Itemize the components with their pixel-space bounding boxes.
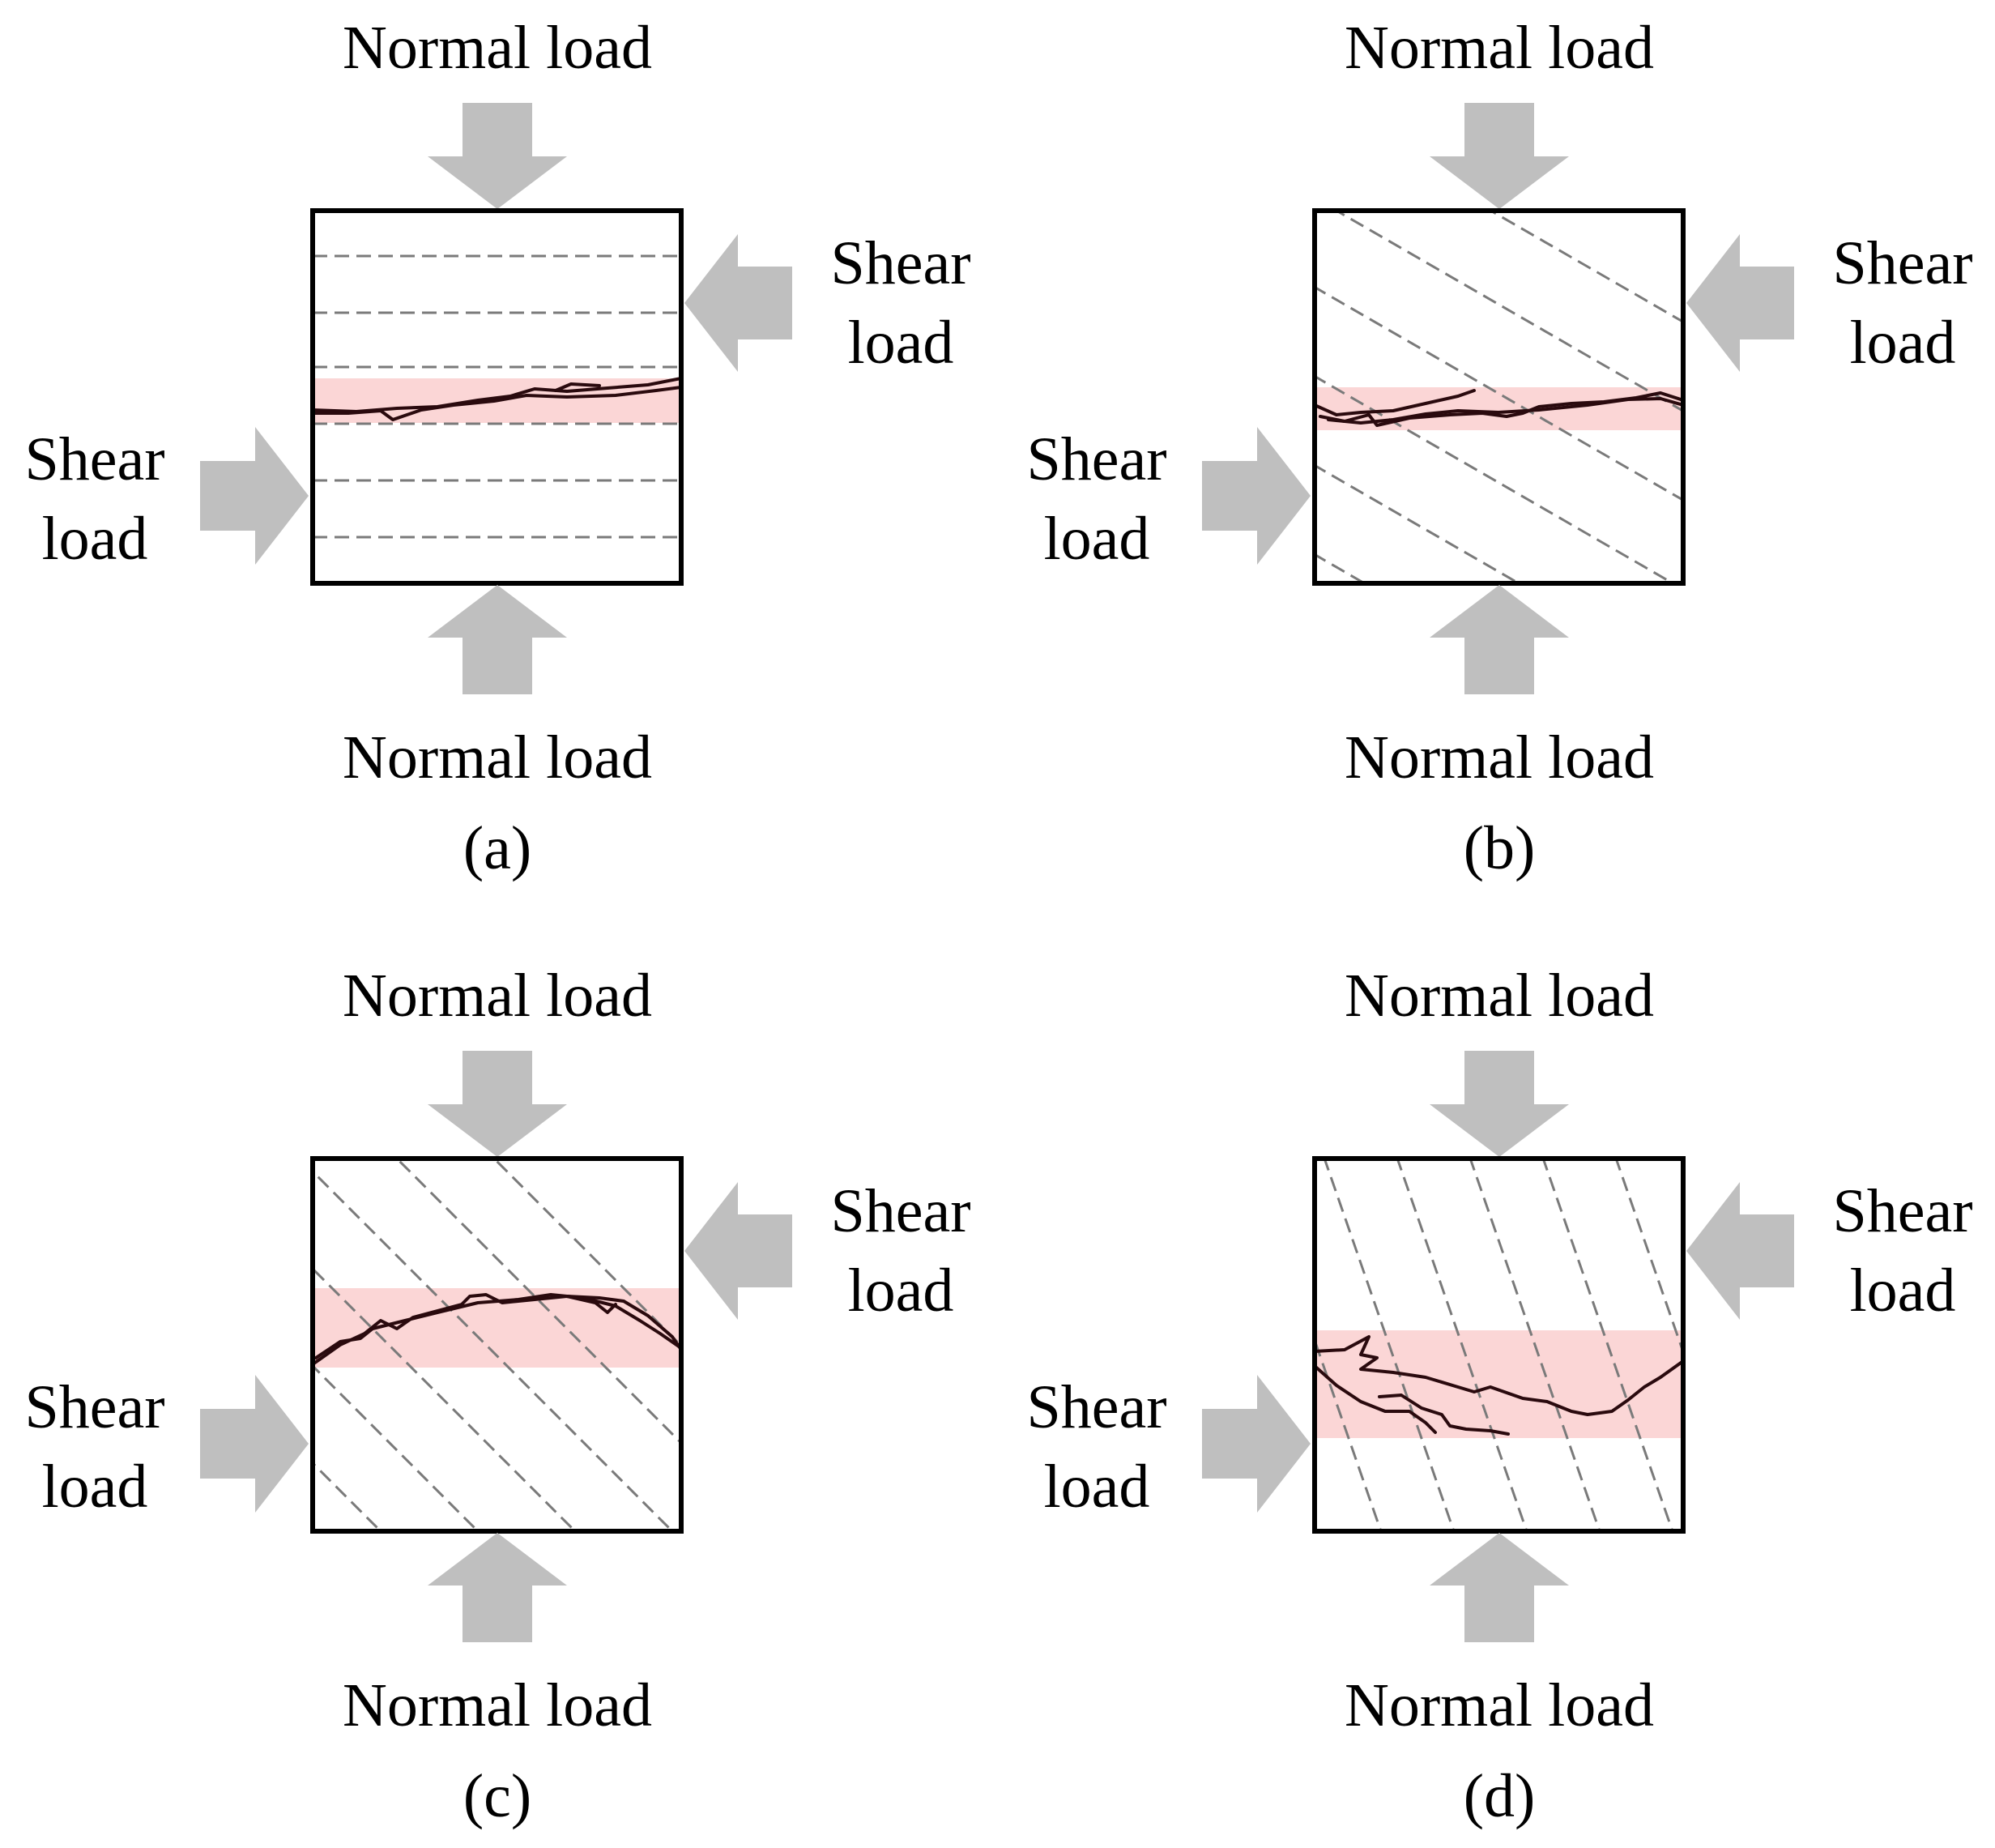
shear-crack	[313, 1293, 681, 1366]
shear-load-left-label-line2: load	[42, 505, 148, 573]
shear-load-right-label-line2: load	[1850, 1257, 1956, 1325]
failure-zone-band	[1315, 1330, 1683, 1438]
shear-load-left-arrow	[1202, 427, 1311, 565]
shear-crack	[313, 377, 681, 421]
panel-caption: (a)	[463, 814, 531, 882]
normal-load-bottom-label: Normal load	[343, 723, 652, 792]
panel-c: Normal load Shear load Shear load Normal…	[24, 962, 970, 1830]
normal-load-top-arrow	[1430, 103, 1569, 209]
shear-load-right-label-line2: load	[848, 1257, 954, 1325]
normal-load-bottom-arrow	[1430, 585, 1569, 694]
shear-load-left-arrow	[200, 1375, 309, 1513]
panel-d: Normal load Shear load Shear load Normal…	[1026, 962, 1972, 1830]
normal-load-top-arrow	[428, 1051, 567, 1157]
shear-load-right-arrow	[684, 1182, 792, 1320]
shear-load-left-label-line2: load	[1044, 1453, 1150, 1521]
shear-load-left-label-line1: Shear	[24, 1373, 164, 1441]
shear-crack	[1315, 1335, 1683, 1436]
normal-load-bottom-label: Normal load	[1345, 723, 1654, 792]
normal-load-top-label: Normal load	[343, 14, 652, 82]
normal-load-bottom-arrow	[1430, 1533, 1569, 1642]
normal-load-bottom-label: Normal load	[1345, 1671, 1654, 1739]
shear-load-right-label-line1: Shear	[1832, 229, 1972, 297]
shear-crack	[1315, 389, 1683, 427]
shear-load-right-label-line1: Shear	[830, 229, 970, 297]
shear-load-right-label-line1: Shear	[830, 1177, 970, 1245]
shear-load-left-label-line1: Shear	[24, 425, 164, 493]
bedding-planes	[313, 254, 681, 539]
normal-load-top-label: Normal load	[343, 962, 652, 1030]
normal-load-top-arrow	[428, 103, 567, 209]
normal-load-bottom-arrow	[428, 585, 567, 694]
shear-load-left-label-line1: Shear	[1026, 425, 1166, 493]
shear-load-left-arrow	[200, 427, 309, 565]
normal-load-bottom-label: Normal load	[343, 1671, 652, 1739]
normal-load-top-arrow	[1430, 1051, 1569, 1157]
shear-load-right-label-line2: load	[848, 309, 954, 377]
normal-load-bottom-arrow	[428, 1533, 567, 1642]
specimen-box	[310, 1156, 684, 1534]
shear-load-right-label-line2: load	[1850, 309, 1956, 377]
specimen-box	[1312, 208, 1686, 586]
panel-caption: (c)	[463, 1762, 531, 1830]
shear-load-right-arrow	[684, 234, 792, 372]
specimen-box	[1312, 1156, 1686, 1534]
shear-load-right-label-line1: Shear	[1832, 1177, 1972, 1245]
panel-a: Normal load Shear load Shear load Normal…	[24, 14, 970, 882]
specimen-box	[310, 208, 684, 586]
shear-load-left-label-line2: load	[1044, 505, 1150, 573]
normal-load-top-label: Normal load	[1345, 962, 1654, 1030]
shear-load-left-label-line2: load	[42, 1453, 148, 1521]
panel-b: Normal load Shear load Shear load Normal…	[1026, 14, 1972, 882]
shear-load-right-arrow	[1686, 1182, 1794, 1320]
shear-load-right-arrow	[1686, 234, 1794, 372]
normal-load-top-label: Normal load	[1345, 14, 1654, 82]
panel-caption: (d)	[1464, 1762, 1536, 1830]
shear-load-left-arrow	[1202, 1375, 1311, 1513]
bedding-planes	[1315, 211, 1683, 583]
shear-load-left-label-line1: Shear	[1026, 1373, 1166, 1441]
panel-caption: (b)	[1464, 814, 1536, 882]
